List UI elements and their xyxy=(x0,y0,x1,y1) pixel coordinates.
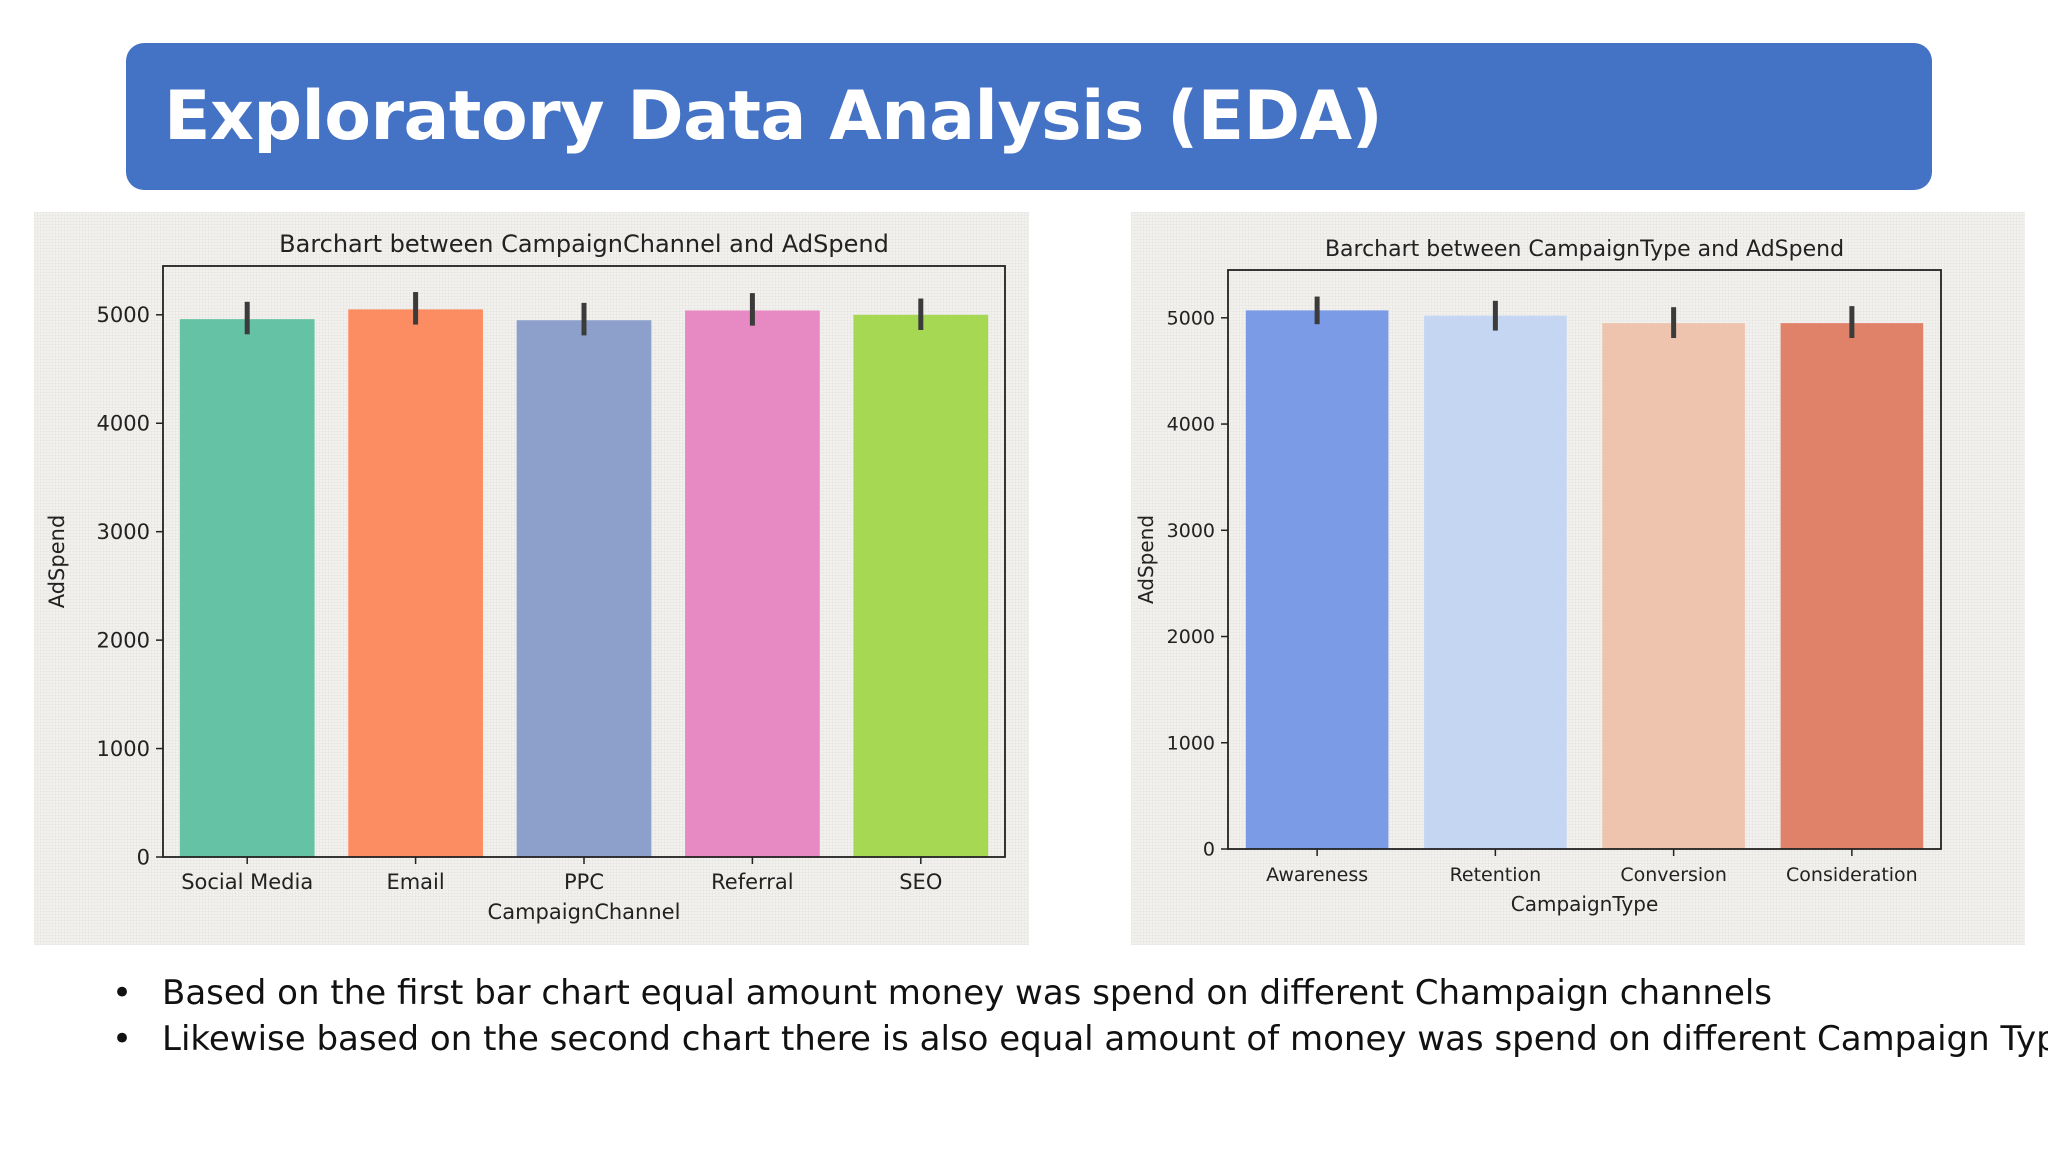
x-tick-label: SEO xyxy=(899,870,942,894)
bar-conversion xyxy=(1602,323,1745,849)
plot-frame xyxy=(1227,269,1942,850)
bar-ppc xyxy=(516,320,652,857)
bar-consideration xyxy=(1780,323,1924,849)
title-banner: Exploratory Data Analysis (EDA) xyxy=(126,43,1932,190)
bullet-text: Based on the first bar chart equal amoun… xyxy=(162,973,1773,1013)
page-title: Exploratory Data Analysis (EDA) xyxy=(164,77,1383,156)
bullet-item: • Likewise based on the second chart the… xyxy=(110,1016,2048,1062)
bar-email xyxy=(348,309,483,857)
x-axis-label: CampaignType xyxy=(1511,892,1659,916)
bullet-item: • Based on the first bar chart equal amo… xyxy=(110,970,2048,1016)
x-tick-label: PPC xyxy=(564,870,604,894)
y-tick-label: 0 xyxy=(137,845,150,869)
y-tick-label: 3000 xyxy=(1167,520,1215,542)
bar-social-media xyxy=(179,319,315,858)
y-tick-label: 0 xyxy=(1203,839,1215,861)
chart-panel-campaign-type: Barchart between CampaignType and AdSpen… xyxy=(1131,212,2025,945)
chart-title: Barchart between CampaignChannel and AdS… xyxy=(279,230,889,258)
y-tick-label: 5000 xyxy=(1167,307,1215,329)
x-tick-label: Email xyxy=(386,870,444,894)
x-tick-label: Retention xyxy=(1450,864,1542,886)
y-tick-label: 2000 xyxy=(1167,626,1215,648)
bullet-icon: • xyxy=(112,973,133,1013)
plot-frame xyxy=(162,265,1006,858)
bullet-text: Likewise based on the second chart there… xyxy=(162,1019,2048,1059)
x-tick-label: Awareness xyxy=(1266,864,1368,886)
x-tick-label: Conversion xyxy=(1620,864,1727,886)
x-tick-label: Referral xyxy=(711,870,793,894)
bar-chart-campaign-type: Barchart between CampaignType and AdSpen… xyxy=(1134,237,1942,916)
bar-referral xyxy=(685,310,820,857)
bullet-list: • Based on the first bar chart equal amo… xyxy=(110,970,2048,1062)
x-tick-label: Social Media xyxy=(181,870,313,894)
y-tick-label: 4000 xyxy=(97,412,150,436)
bullet-icon: • xyxy=(112,1019,133,1059)
y-tick-label: 3000 xyxy=(97,520,150,544)
y-tick-label: 5000 xyxy=(97,303,150,327)
x-tick-label: Consideration xyxy=(1786,864,1918,886)
y-axis-label: AdSpend xyxy=(45,515,69,609)
chart-title: Barchart between CampaignType and AdSpen… xyxy=(1325,237,1844,262)
y-tick-label: 1000 xyxy=(1167,732,1215,754)
y-tick-label: 4000 xyxy=(1167,414,1215,436)
bar-retention xyxy=(1424,315,1567,849)
bar-seo xyxy=(853,314,989,857)
chart-panel-campaign-channel: Barchart between CampaignChannel and AdS… xyxy=(34,212,1029,945)
y-axis-label: AdSpend xyxy=(1134,515,1158,604)
y-tick-label: 1000 xyxy=(97,737,150,761)
x-axis-label: CampaignChannel xyxy=(488,900,681,924)
y-tick-label: 2000 xyxy=(97,628,150,652)
bar-chart-campaign-channel: Barchart between CampaignChannel and AdS… xyxy=(45,230,1006,924)
bar-awareness xyxy=(1245,310,1389,850)
